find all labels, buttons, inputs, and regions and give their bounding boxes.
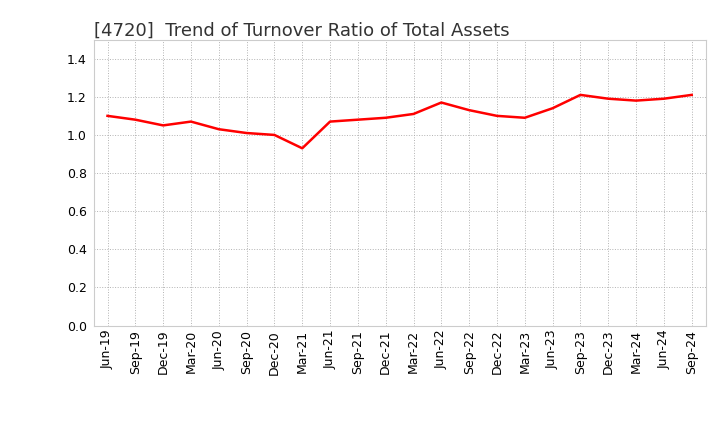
Text: [4720]  Trend of Turnover Ratio of Total Assets: [4720] Trend of Turnover Ratio of Total … xyxy=(94,22,509,40)
